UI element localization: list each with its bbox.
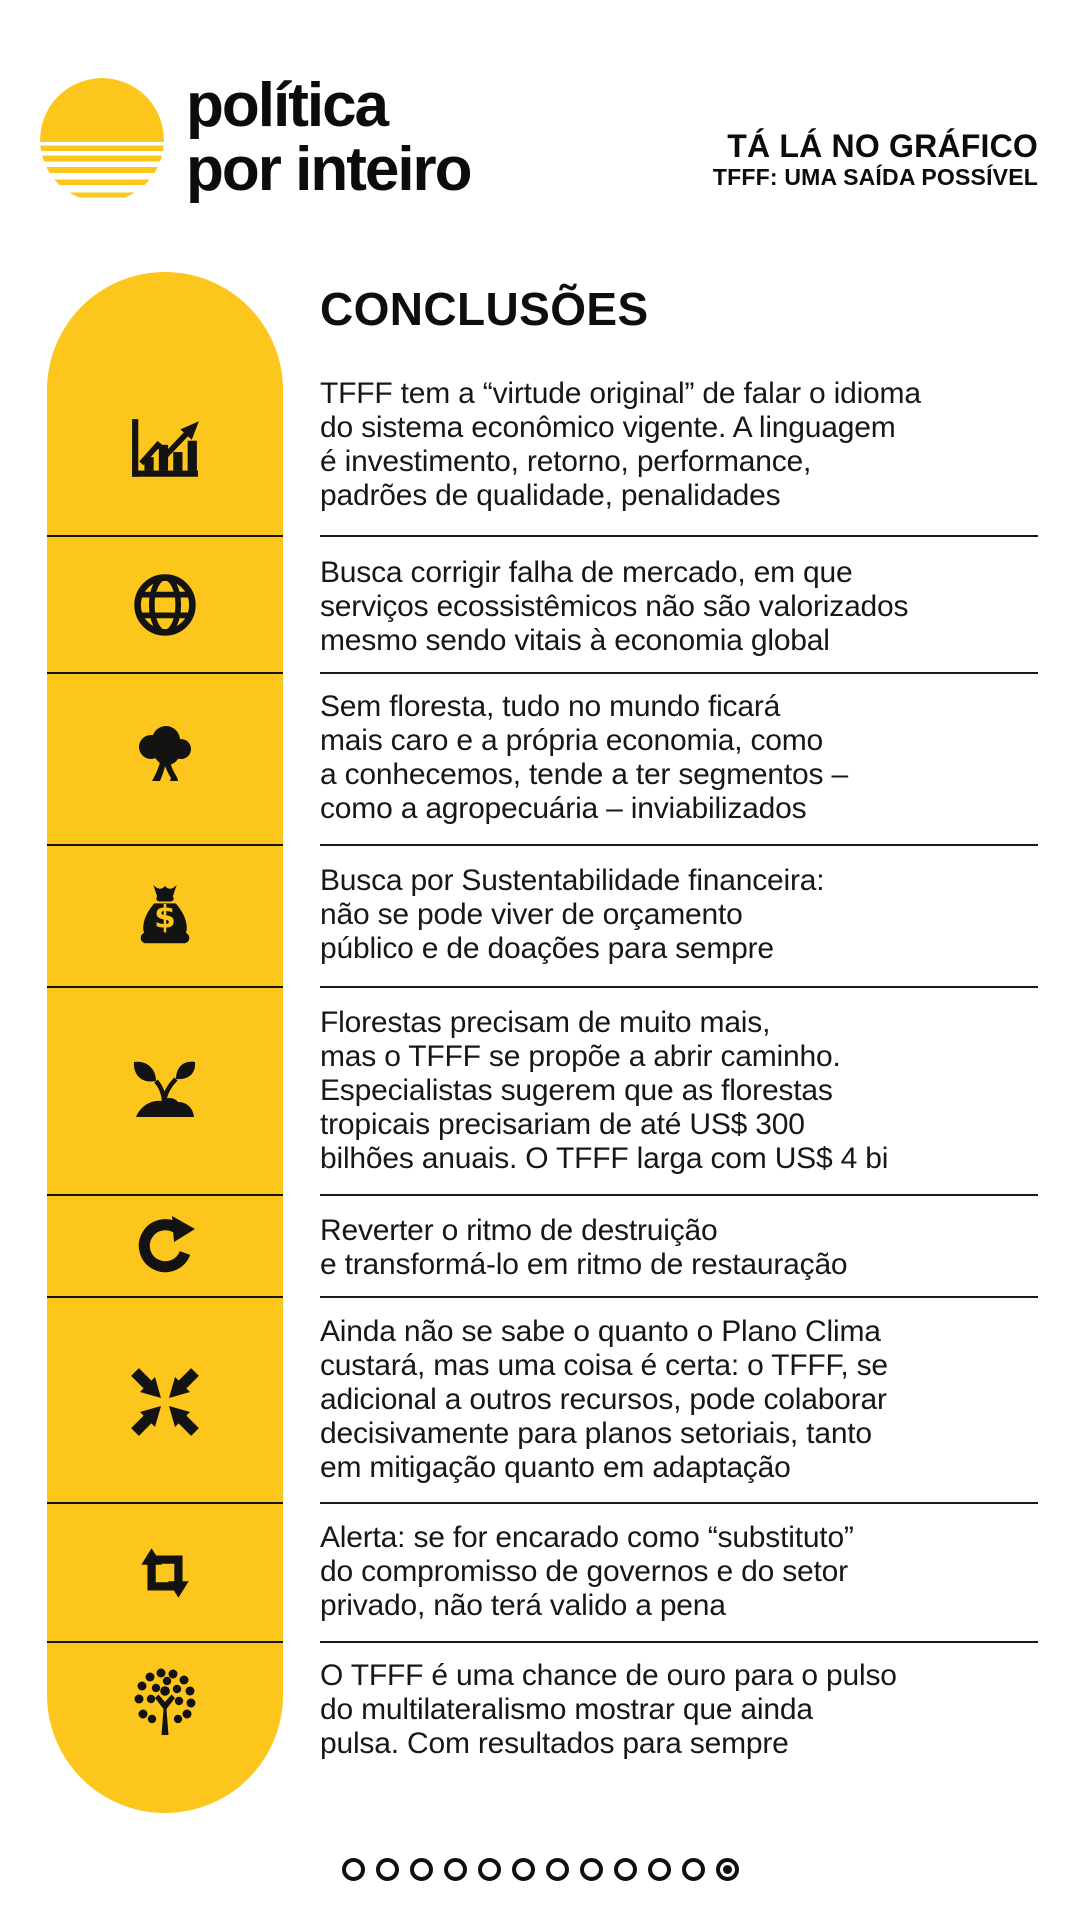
conclusion-text-6: Reverter o ritmo de destruição e transfo… [320, 1214, 848, 1281]
header-kicker: TÁ LÁ NO GRÁFICO [727, 128, 1038, 164]
text-divider [320, 1194, 1038, 1196]
converge-arrows-icon [128, 1365, 202, 1439]
icon-rail-divider [47, 1194, 283, 1196]
text-divider [320, 844, 1038, 846]
header-title-block: TÁ LÁ NO GRÁFICO TFFF: UMA SAÍDA POSSÍVE… [713, 128, 1038, 191]
conclusion-text-5: Florestas precisam de muito mais, mas o … [320, 1006, 889, 1175]
pagination-dot-active[interactable] [715, 1858, 739, 1881]
pagination-dot[interactable] [477, 1858, 501, 1881]
rotate-arrow-icon [133, 1213, 197, 1277]
pagination-dot[interactable] [511, 1858, 535, 1881]
conclusion-text-1: TFFF tem a “virtude original” de falar o… [320, 377, 921, 512]
money-bag-icon: $ [130, 883, 200, 953]
brand-wordmark-line1: política [186, 71, 389, 140]
pagination-dot[interactable] [443, 1858, 467, 1881]
text-divider [320, 1296, 1038, 1298]
header-subtitle: TFFF: UMA SAÍDA POSSÍVEL [712, 164, 1038, 190]
icon-rail-divider [47, 1296, 283, 1298]
pagination-dot[interactable] [545, 1858, 569, 1881]
conclusion-text-9: O TFFF é uma chance de ouro para o pulso… [320, 1659, 897, 1760]
brand-wordmark-line2: por inteiro [186, 135, 473, 204]
text-divider [320, 535, 1038, 537]
icon-rail-divider [47, 844, 283, 846]
pagination-dots [0, 1858, 1080, 1881]
icon-rail-divider [47, 1641, 283, 1643]
text-divider [320, 986, 1038, 988]
svg-text:$: $ [154, 900, 176, 936]
pagination-dot[interactable] [647, 1858, 671, 1881]
globe-icon [131, 571, 199, 639]
growth-chart-icon [129, 419, 201, 481]
page-title: CONCLUSÕES [320, 283, 649, 335]
conclusion-text-2: Busca corrigir falha de mercado, em que … [320, 556, 909, 657]
pagination-dot[interactable] [409, 1858, 433, 1881]
pagination-dot[interactable] [681, 1858, 705, 1881]
text-divider [320, 1502, 1038, 1504]
sprout-icon [128, 1053, 202, 1127]
pagination-dot[interactable] [579, 1858, 603, 1881]
icon-rail-divider [47, 672, 283, 674]
pagination-dot[interactable] [341, 1858, 365, 1881]
text-divider [320, 1641, 1038, 1643]
tree-icon [129, 719, 201, 791]
dotted-tree-icon [128, 1668, 202, 1742]
repeat-arrows-icon [132, 1540, 198, 1606]
brand-wordmark: política por inteiro [186, 71, 473, 204]
conclusion-text-4: Busca por Sustentabilidade financeira: n… [320, 864, 825, 965]
conclusion-text-8: Alerta: se for encarado como “substituto… [320, 1521, 854, 1622]
text-divider [320, 672, 1038, 674]
icon-rail-divider [47, 986, 283, 988]
icon-rail-divider [47, 1502, 283, 1504]
icon-rail-divider [47, 535, 283, 537]
pagination-dot[interactable] [613, 1858, 637, 1881]
conclusion-text-3: Sem floresta, tudo no mundo ficará mais … [320, 690, 848, 825]
sunset-stripes-icon [40, 78, 164, 202]
conclusion-text-7: Ainda não se sabe o quanto o Plano Clima… [320, 1315, 888, 1484]
pagination-dot[interactable] [375, 1858, 399, 1881]
